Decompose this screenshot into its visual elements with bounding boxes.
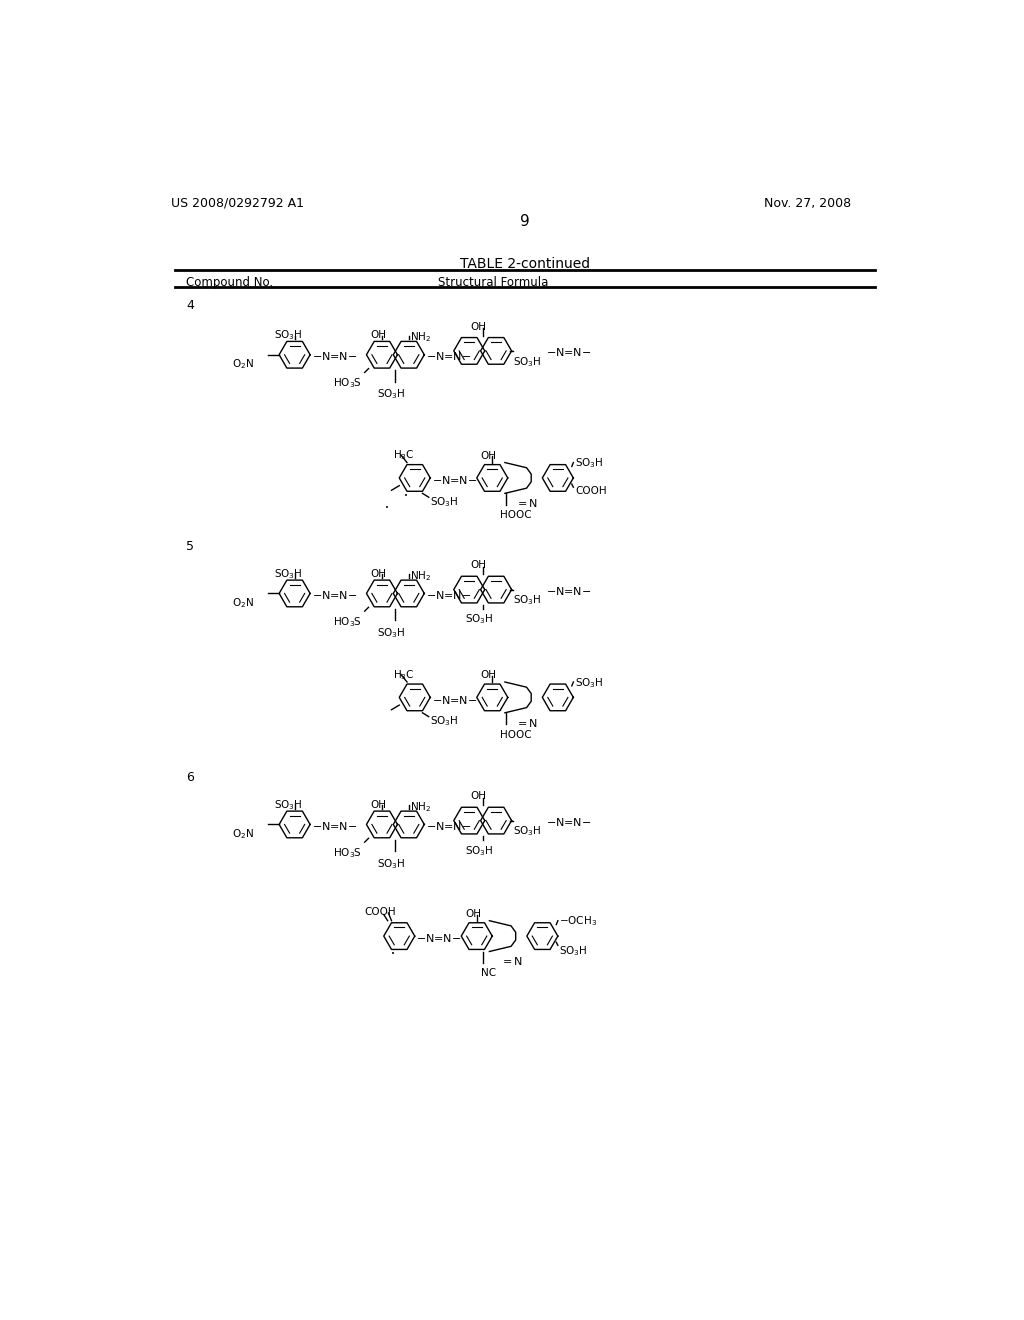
Text: $-$N=N$-$: $-$N=N$-$	[426, 589, 471, 601]
Text: SO$_3$H: SO$_3$H	[513, 825, 542, 838]
Text: H$_3$C: H$_3$C	[393, 668, 415, 682]
Text: 9: 9	[520, 214, 529, 228]
Text: OH: OH	[480, 451, 497, 461]
Text: OH: OH	[465, 909, 481, 919]
Text: OH: OH	[370, 330, 386, 341]
Text: Structural Formula: Structural Formula	[438, 276, 549, 289]
Text: COOH: COOH	[365, 907, 395, 917]
Text: $-$N=N$-$: $-$N=N$-$	[417, 932, 462, 944]
Text: 6: 6	[186, 771, 194, 784]
Text: SO$_3$H: SO$_3$H	[574, 457, 603, 470]
Text: $=$N: $=$N	[515, 717, 539, 729]
Text: •: •	[403, 494, 408, 499]
Text: US 2008/0292792 A1: US 2008/0292792 A1	[171, 197, 304, 210]
Text: SO$_3$H: SO$_3$H	[574, 676, 603, 689]
Text: $-$N=N$-$: $-$N=N$-$	[546, 585, 591, 597]
Text: OH: OH	[370, 800, 386, 809]
Text: $-$N=N$-$: $-$N=N$-$	[432, 474, 477, 486]
Text: H$_3$C: H$_3$C	[393, 449, 415, 462]
Text: $-$N=N$-$: $-$N=N$-$	[311, 589, 357, 601]
Text: SO$_3$H: SO$_3$H	[377, 626, 406, 640]
Text: HO$_3$S: HO$_3$S	[334, 615, 362, 628]
Text: $-$N=N$-$: $-$N=N$-$	[311, 350, 357, 362]
Text: HOOC: HOOC	[500, 511, 531, 520]
Text: NC: NC	[480, 969, 496, 978]
Text: HOOC: HOOC	[500, 730, 531, 739]
Text: $-$OCH$_3$: $-$OCH$_3$	[559, 915, 597, 928]
Text: SO$_3$H: SO$_3$H	[274, 799, 303, 812]
Text: $=$N: $=$N	[515, 498, 539, 510]
Text: 5: 5	[186, 540, 195, 553]
Text: SO$_3$H: SO$_3$H	[430, 495, 459, 508]
Text: $-$N=N$-$: $-$N=N$-$	[426, 350, 471, 362]
Text: NH$_2$: NH$_2$	[411, 569, 431, 582]
Text: SO$_3$H: SO$_3$H	[513, 594, 542, 607]
Text: TABLE 2-continued: TABLE 2-continued	[460, 257, 590, 271]
Text: Compound No.: Compound No.	[186, 276, 273, 289]
Text: 4: 4	[186, 298, 194, 312]
Text: NH$_2$: NH$_2$	[411, 330, 431, 345]
Text: $-$N=N$-$: $-$N=N$-$	[426, 820, 471, 832]
Text: NH$_2$: NH$_2$	[411, 800, 431, 813]
Text: SO$_3$H: SO$_3$H	[465, 843, 494, 858]
Text: SO$_3$H: SO$_3$H	[377, 857, 406, 871]
Text: SO$_3$H: SO$_3$H	[465, 612, 494, 627]
Text: •: •	[385, 506, 389, 511]
Text: HO$_3$S: HO$_3$S	[334, 376, 362, 391]
Text: OH: OH	[370, 569, 386, 578]
Text: O$_2$N: O$_2$N	[232, 595, 254, 610]
Text: $-$N=N$-$: $-$N=N$-$	[311, 820, 357, 832]
Text: COOH: COOH	[574, 486, 606, 495]
Text: OH: OH	[471, 322, 486, 331]
Text: SO$_3$H: SO$_3$H	[559, 944, 588, 957]
Text: O$_2$N: O$_2$N	[232, 358, 254, 371]
Text: HO$_3$S: HO$_3$S	[334, 846, 362, 859]
Text: $-$N=N$-$: $-$N=N$-$	[546, 346, 591, 358]
Text: SO$_3$H: SO$_3$H	[430, 714, 459, 729]
Text: $=$N: $=$N	[500, 956, 522, 968]
Text: SO$_3$H: SO$_3$H	[274, 329, 303, 342]
Text: $-$N=N$-$: $-$N=N$-$	[432, 693, 477, 706]
Text: SO$_3$H: SO$_3$H	[513, 355, 542, 368]
Text: O$_2$N: O$_2$N	[232, 826, 254, 841]
Text: OH: OH	[471, 792, 486, 801]
Text: •: •	[391, 952, 395, 957]
Text: SO$_3$H: SO$_3$H	[274, 568, 303, 581]
Text: $-$N=N$-$: $-$N=N$-$	[546, 816, 591, 828]
Text: OH: OH	[471, 560, 486, 570]
Text: SO$_3$H: SO$_3$H	[377, 387, 406, 401]
Text: Nov. 27, 2008: Nov. 27, 2008	[764, 197, 851, 210]
Text: OH: OH	[480, 671, 497, 680]
